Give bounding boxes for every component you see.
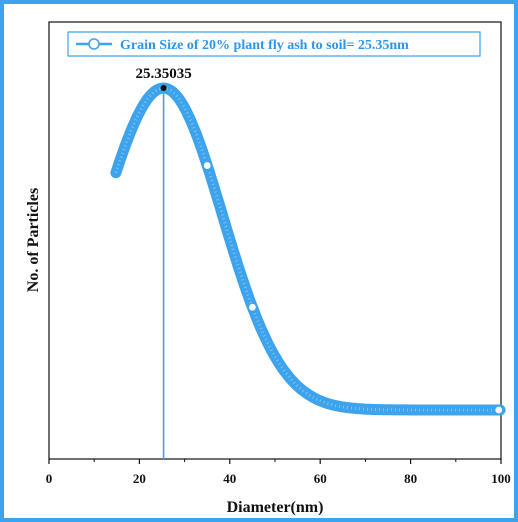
- series-line-texture: [114, 86, 501, 412]
- plot-area: [48, 21, 502, 460]
- legend-label: Grain Size of 20% plant fly ash to soil=…: [120, 38, 409, 53]
- series-marker: [202, 160, 212, 171]
- legend-circle-marker: [88, 38, 100, 50]
- y-axis-title: No. of Particles: [25, 188, 42, 292]
- x-axis: 0 20 40 60 80 100: [46, 459, 511, 486]
- peak-annotation-label: 25.35035: [135, 66, 191, 82]
- series-marker: [247, 302, 257, 312]
- series-line: [110, 82, 506, 416]
- x-tick-label: 60: [314, 471, 327, 486]
- x-tick-label: 40: [223, 471, 236, 486]
- x-tick-label: 20: [133, 471, 146, 486]
- x-tick-label: 0: [46, 471, 53, 486]
- x-tick-label: 80: [404, 471, 417, 486]
- peak-marker-dot: [160, 85, 167, 91]
- x-axis-title: Diameter(nm): [227, 499, 324, 516]
- series-layer: [110, 82, 506, 416]
- legend: Grain Size of 20% plant fly ash to soil=…: [67, 31, 481, 57]
- legend-box: [67, 31, 481, 57]
- series-marker: [494, 405, 504, 415]
- x-tick-label: 100: [491, 471, 511, 486]
